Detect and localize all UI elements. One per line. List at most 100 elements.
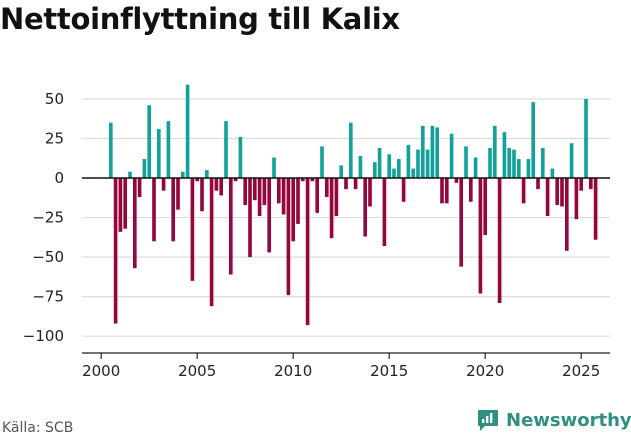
bar xyxy=(584,98,588,179)
bar xyxy=(588,178,593,190)
bar xyxy=(536,178,540,190)
y-tick-label: −25 xyxy=(32,209,64,227)
brand-logo: Newsworthy xyxy=(476,408,631,432)
bar xyxy=(502,132,507,179)
bar xyxy=(329,178,334,239)
bar xyxy=(137,178,142,198)
bar xyxy=(593,178,598,240)
bar xyxy=(430,125,435,179)
bar xyxy=(459,178,464,267)
bar xyxy=(128,171,132,179)
bar xyxy=(132,178,137,269)
bar xyxy=(252,178,257,201)
bar xyxy=(113,178,118,324)
bar xyxy=(363,178,368,237)
bar xyxy=(464,146,468,179)
bar xyxy=(420,125,425,179)
brand-name: Newsworthy xyxy=(506,409,631,431)
bar xyxy=(305,178,310,326)
bar xyxy=(300,178,305,182)
bar xyxy=(233,178,238,182)
chart-title: Nettoinflyttning till Kalix xyxy=(0,2,400,36)
bar xyxy=(142,159,147,179)
bar xyxy=(560,178,564,207)
bar xyxy=(166,121,171,179)
bar xyxy=(368,178,372,207)
bar xyxy=(161,178,166,191)
bar xyxy=(228,178,233,275)
bar xyxy=(171,178,176,242)
y-tick-label: 50 xyxy=(45,90,64,108)
bar xyxy=(281,178,286,215)
bar xyxy=(512,149,516,179)
bar xyxy=(267,178,272,253)
source-label: Källa: SCB xyxy=(2,420,74,436)
bar xyxy=(416,149,420,179)
bar xyxy=(315,178,320,213)
bar xyxy=(521,178,526,204)
bar xyxy=(531,102,536,179)
x-tick-label: 2000 xyxy=(82,362,120,380)
bar xyxy=(358,155,363,179)
bar xyxy=(473,157,478,179)
y-axis-ticks: 50 25 0 −25 −50 −75 −100 xyxy=(23,90,64,345)
bar xyxy=(540,148,545,179)
bar xyxy=(339,165,344,179)
x-tick-label: 2010 xyxy=(274,362,312,380)
bar xyxy=(435,127,440,179)
bar xyxy=(411,168,416,179)
bar xyxy=(248,178,252,258)
bar xyxy=(353,178,358,190)
bar xyxy=(123,178,128,229)
x-tick-label: 2025 xyxy=(562,362,600,380)
bar xyxy=(324,178,329,198)
bar xyxy=(406,144,411,179)
bar xyxy=(454,178,459,183)
y-tick-label: 25 xyxy=(45,130,64,148)
bar xyxy=(444,178,449,204)
bar xyxy=(478,178,483,294)
x-tick-label: 2020 xyxy=(466,362,504,380)
bar xyxy=(320,146,324,179)
bar xyxy=(185,84,190,179)
bar xyxy=(276,178,281,204)
bar xyxy=(291,178,296,242)
bar xyxy=(555,178,560,205)
bar xyxy=(310,178,315,182)
x-tick-label: 2015 xyxy=(370,362,408,380)
bar xyxy=(262,178,267,205)
bar xyxy=(488,148,492,179)
bar xyxy=(209,178,214,307)
y-tick-label: −75 xyxy=(32,288,64,306)
bar xyxy=(180,171,185,179)
bar xyxy=(392,168,396,179)
bar xyxy=(219,178,224,196)
bar xyxy=(195,178,200,182)
bar xyxy=(204,170,209,179)
bar xyxy=(516,159,521,179)
bar xyxy=(507,148,512,179)
grid-lines xyxy=(82,98,610,337)
bar xyxy=(425,149,430,179)
bar xyxy=(214,178,219,191)
bar xyxy=(526,159,531,179)
bar xyxy=(396,159,401,179)
bar xyxy=(440,178,444,204)
bar xyxy=(550,168,555,179)
bars xyxy=(108,84,598,326)
bar xyxy=(344,178,348,190)
bar xyxy=(224,121,228,179)
bar xyxy=(243,178,248,205)
bar xyxy=(382,178,387,247)
bar xyxy=(574,178,579,220)
y-tick-label: −50 xyxy=(32,248,64,266)
bar xyxy=(257,178,262,216)
bar xyxy=(286,178,291,296)
y-tick-label: 0 xyxy=(54,169,64,187)
bar xyxy=(377,148,382,179)
bar xyxy=(176,178,180,210)
x-axis: 2000 2005 2010 2015 2020 2025 xyxy=(82,352,610,380)
bar xyxy=(492,125,497,179)
bar xyxy=(272,157,276,179)
bar xyxy=(545,178,550,216)
